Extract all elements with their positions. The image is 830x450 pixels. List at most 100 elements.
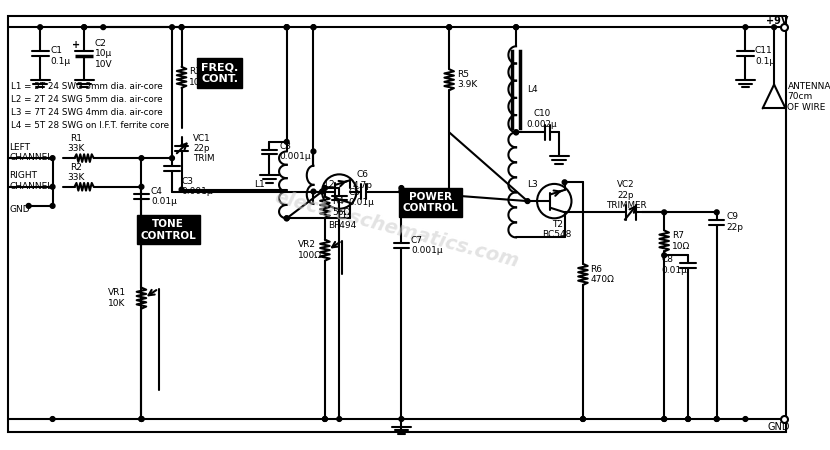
Circle shape xyxy=(743,417,748,421)
Circle shape xyxy=(285,140,289,144)
Circle shape xyxy=(399,189,403,194)
Circle shape xyxy=(580,417,585,421)
Circle shape xyxy=(27,203,31,208)
Text: C5
0.01μ: C5 0.01μ xyxy=(349,188,374,207)
Circle shape xyxy=(447,25,452,30)
Circle shape xyxy=(320,189,325,194)
Circle shape xyxy=(139,417,144,421)
Circle shape xyxy=(285,25,289,30)
Circle shape xyxy=(514,25,519,30)
Circle shape xyxy=(715,417,719,421)
Circle shape xyxy=(323,417,327,421)
Text: R3
10K: R3 10K xyxy=(189,67,207,86)
Text: R6
470Ω: R6 470Ω xyxy=(591,265,614,284)
Text: R2
33K: R2 33K xyxy=(68,163,85,182)
Circle shape xyxy=(514,25,519,30)
Text: ANTENNA
70cm
OF WIRE: ANTENNA 70cm OF WIRE xyxy=(788,82,830,112)
Text: C1
0.1μ: C1 0.1μ xyxy=(51,46,71,66)
Text: C8
0.01μ: C8 0.01μ xyxy=(662,255,687,274)
Text: L1: L1 xyxy=(255,180,266,189)
Text: +9V: +9V xyxy=(766,17,788,27)
Text: VC1
22p
TRIM: VC1 22p TRIM xyxy=(193,134,214,163)
Circle shape xyxy=(662,417,666,421)
Text: RIGHT
CHANNEL: RIGHT CHANNEL xyxy=(10,171,53,191)
Circle shape xyxy=(81,25,86,30)
Text: C4
0.01μ: C4 0.01μ xyxy=(151,187,177,206)
Circle shape xyxy=(285,25,289,30)
Circle shape xyxy=(179,25,184,30)
Text: LEFT
CHANNEL: LEFT CHANNEL xyxy=(10,143,53,162)
Circle shape xyxy=(50,417,55,421)
Text: C11
0.1μ: C11 0.1μ xyxy=(755,46,775,66)
Text: T2
BC548: T2 BC548 xyxy=(543,220,572,239)
Circle shape xyxy=(447,25,452,30)
Text: FREQ.
CONT.: FREQ. CONT. xyxy=(201,62,238,84)
Circle shape xyxy=(50,203,55,208)
Text: R5
3.9K: R5 3.9K xyxy=(457,70,477,90)
Circle shape xyxy=(169,25,174,30)
Circle shape xyxy=(399,186,403,190)
Circle shape xyxy=(81,25,86,30)
Circle shape xyxy=(662,210,666,215)
Circle shape xyxy=(169,156,174,161)
Circle shape xyxy=(311,25,316,30)
Text: C10
0.002μ: C10 0.002μ xyxy=(526,109,557,129)
Circle shape xyxy=(285,25,289,30)
Circle shape xyxy=(139,417,144,421)
Text: L1 = 5T 24 SWG 5mm dia. air-core
L2 = 2T 24 SWG 5mm dia. air-core
L3 = 7T 24 SWG: L1 = 5T 24 SWG 5mm dia. air-core L2 = 2T… xyxy=(12,81,169,130)
Circle shape xyxy=(772,25,777,30)
Circle shape xyxy=(139,156,144,161)
Circle shape xyxy=(179,187,184,192)
Text: R1
33K: R1 33K xyxy=(68,134,85,153)
Text: GND: GND xyxy=(768,422,790,432)
Text: electroschematics.com: electroschematics.com xyxy=(272,188,521,272)
Circle shape xyxy=(139,184,144,189)
Text: VR2
100Ω: VR2 100Ω xyxy=(298,240,322,260)
Text: TONE
CONTROL: TONE CONTROL xyxy=(140,219,196,241)
Circle shape xyxy=(686,417,691,421)
Circle shape xyxy=(50,156,55,161)
Circle shape xyxy=(311,149,316,154)
Circle shape xyxy=(562,180,567,184)
Circle shape xyxy=(514,130,519,135)
Text: C3
0.001μ: C3 0.001μ xyxy=(279,142,310,161)
Circle shape xyxy=(743,25,748,30)
Circle shape xyxy=(337,417,342,421)
Text: T1
BF494: T1 BF494 xyxy=(328,211,356,230)
Circle shape xyxy=(580,417,585,421)
Circle shape xyxy=(37,25,42,30)
Circle shape xyxy=(50,184,55,189)
Circle shape xyxy=(662,417,666,421)
Text: C2
10μ
10V: C2 10μ 10V xyxy=(95,39,112,69)
Circle shape xyxy=(285,216,289,220)
FancyBboxPatch shape xyxy=(7,16,785,432)
Circle shape xyxy=(139,417,144,421)
Text: C7
0.001μ: C7 0.001μ xyxy=(411,236,442,255)
Circle shape xyxy=(399,417,403,421)
Circle shape xyxy=(179,25,184,30)
Circle shape xyxy=(100,25,105,30)
Text: L2: L2 xyxy=(324,180,334,189)
Circle shape xyxy=(323,186,327,190)
Text: C6
4.7p: C6 4.7p xyxy=(352,171,372,190)
Text: POWER
CONTROL: POWER CONTROL xyxy=(403,192,458,213)
Circle shape xyxy=(285,216,289,220)
Text: L4: L4 xyxy=(528,85,538,94)
Text: L3: L3 xyxy=(528,180,539,189)
Text: R4
56Ω: R4 56Ω xyxy=(333,198,351,217)
Circle shape xyxy=(323,417,327,421)
Text: GND: GND xyxy=(10,205,30,214)
Circle shape xyxy=(525,199,530,203)
Text: VC2
22p
TRIMMER: VC2 22p TRIMMER xyxy=(606,180,647,210)
Circle shape xyxy=(715,417,719,421)
Text: VR1
10K: VR1 10K xyxy=(108,288,126,308)
Circle shape xyxy=(311,25,316,30)
Text: +: + xyxy=(71,40,80,50)
Circle shape xyxy=(662,253,666,258)
Text: C3
0.001μ: C3 0.001μ xyxy=(182,177,213,197)
Circle shape xyxy=(715,210,719,215)
Circle shape xyxy=(514,130,519,135)
Circle shape xyxy=(686,417,691,421)
Circle shape xyxy=(311,189,316,194)
Text: R7
10Ω: R7 10Ω xyxy=(671,231,690,251)
